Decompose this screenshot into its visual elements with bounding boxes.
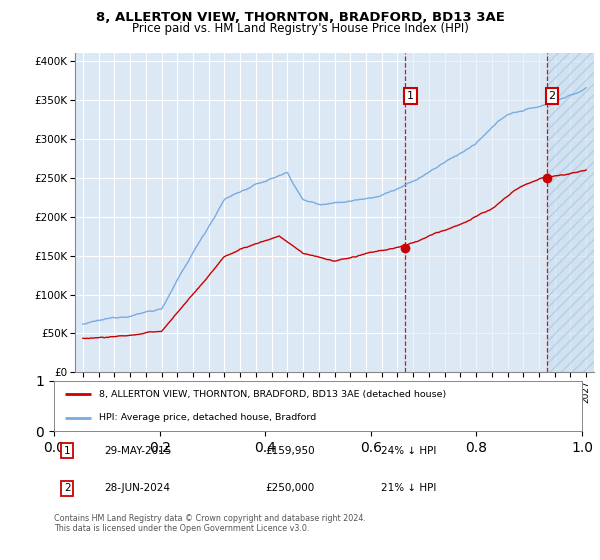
Text: Contains HM Land Registry data © Crown copyright and database right 2024.
This d: Contains HM Land Registry data © Crown c… xyxy=(54,514,366,534)
Text: 8, ALLERTON VIEW, THORNTON, BRADFORD, BD13 3AE: 8, ALLERTON VIEW, THORNTON, BRADFORD, BD… xyxy=(95,11,505,24)
Text: 28-JUN-2024: 28-JUN-2024 xyxy=(104,483,170,493)
Text: 24% ↓ HPI: 24% ↓ HPI xyxy=(382,446,437,456)
Text: 1: 1 xyxy=(407,91,414,101)
Text: 2: 2 xyxy=(64,483,71,493)
Text: £250,000: £250,000 xyxy=(265,483,314,493)
Text: HPI: Average price, detached house, Bradford: HPI: Average price, detached house, Brad… xyxy=(99,413,316,422)
Bar xyxy=(405,53,547,372)
Text: £159,950: £159,950 xyxy=(265,446,315,456)
Text: 8, ALLERTON VIEW, THORNTON, BRADFORD, BD13 3AE (detached house): 8, ALLERTON VIEW, THORNTON, BRADFORD, BD… xyxy=(99,390,446,399)
Text: 1: 1 xyxy=(64,446,71,456)
Text: 2: 2 xyxy=(548,91,556,101)
Text: Price paid vs. HM Land Registry's House Price Index (HPI): Price paid vs. HM Land Registry's House … xyxy=(131,22,469,35)
Text: 21% ↓ HPI: 21% ↓ HPI xyxy=(382,483,437,493)
Text: 29-MAY-2015: 29-MAY-2015 xyxy=(104,446,172,456)
